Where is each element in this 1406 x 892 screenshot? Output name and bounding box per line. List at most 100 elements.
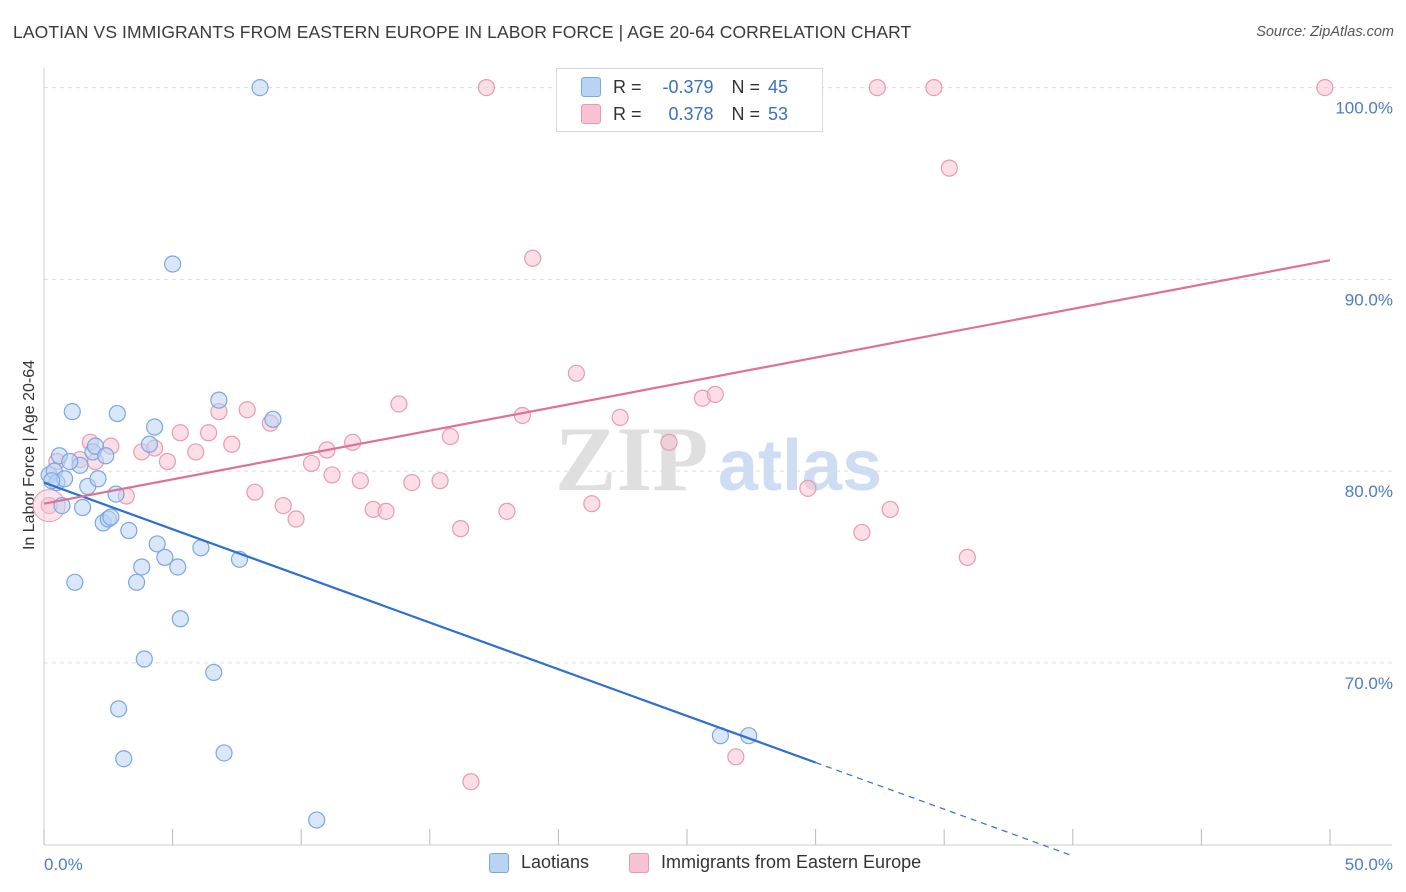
data-point-eastern-europe [187,443,205,461]
data-point-eastern-europe [660,433,678,451]
data-point-eastern-europe [287,510,305,528]
data-point-laotians [145,418,164,436]
data-point-laotians [135,650,153,668]
data-point-laotians [115,750,133,768]
data-point-laotians [127,573,146,591]
data-point-eastern-europe [431,472,449,490]
data-point-laotians [108,404,126,423]
data-point-laotians [215,744,233,762]
data-point-laotians [63,403,81,421]
data-point-laotians [97,447,115,465]
data-point-eastern-europe [567,364,586,382]
data-point-laotians [210,391,228,409]
y-tick-label: 100.0% [1335,99,1393,118]
y-axis-label: In Labor Force | Age 20-64 [21,360,38,550]
data-point-eastern-europe [302,454,321,473]
trend-line-laotians [43,481,816,764]
data-point-eastern-europe [274,497,292,515]
bottom-legend-eastern-europe[interactable]: Immigrants from Eastern Europe [629,852,921,873]
data-point-laotians [73,498,92,517]
data-point-laotians [264,410,282,428]
data-point-eastern-europe [158,452,177,471]
data-point-laotians [133,558,151,576]
data-point-laotians [171,610,189,628]
data-point-laotians [205,663,223,682]
data-point-laotians [156,548,174,566]
data-point-eastern-europe [377,502,395,520]
data-point-eastern-europe [611,408,629,426]
data-point-eastern-europe [799,479,817,497]
trend-line-laotians-extension [815,761,1074,857]
n-label: N = [731,76,761,97]
bottom-legend-laotians[interactable]: Laotians [489,852,589,873]
y-tick-label: 90.0% [1345,290,1393,309]
x-tick-label-min: 0.0% [44,855,83,874]
laotians-swatch [581,77,601,97]
data-point-eastern-europe [403,473,421,492]
data-point-eastern-europe [940,159,958,177]
watermark-atlas: atlas [718,426,882,506]
data-point-eastern-europe [583,495,601,513]
legend-row-eastern-europe: R = 0.378 N = 53 [581,102,788,126]
data-point-eastern-europe [881,500,899,519]
data-point-eastern-europe [513,406,531,425]
r-label: R = [613,103,642,124]
bottom-legend-ee-label: Immigrants from Eastern Europe [661,852,922,872]
data-point-eastern-europe [1316,78,1334,97]
data-point-eastern-europe [498,502,516,520]
data-point-laotians [120,521,138,540]
series-laotians [40,78,758,829]
data-point-laotians [140,435,159,453]
laotians-swatch [489,852,509,873]
legend-row-laotians: R = -0.379 N = 45 [581,75,788,99]
chart-title: LAOTIAN VS IMMIGRANTS FROM EASTERN EUROP… [13,22,912,42]
source-label: Source: ZipAtlas.com [1256,24,1394,40]
axes [43,68,1392,846]
data-point-eastern-europe [323,466,341,484]
data-point-eastern-europe [171,424,189,442]
data-point-eastern-europe [958,548,976,566]
data-point-eastern-europe [477,78,495,97]
tick-labels: 70.0% 80.0% 90.0% 100.0% 0.0% 50.0% [44,99,1393,874]
y-tick-label: 80.0% [1345,482,1393,501]
trend-lines [43,259,1331,857]
data-point-eastern-europe [351,472,369,490]
data-point-eastern-europe [524,249,542,267]
data-point-eastern-europe [462,773,480,791]
data-point-laotians [66,573,84,591]
bottom-legend: Laotians Immigrants from Eastern Europe [0,852,1406,878]
data-point-eastern-europe [390,395,408,413]
laotians-n-value: 45 [768,76,789,97]
data-point-eastern-europe [706,385,724,403]
data-point-laotians [102,508,120,526]
data-point-eastern-europe [727,748,745,766]
stats-legend: R = -0.379 N = 45 R = 0.378 N = 53 [556,68,823,132]
watermark: ZIP atlas [555,408,882,510]
data-point-eastern-europe [441,427,459,446]
ee-n-value: 53 [768,103,789,124]
data-point-eastern-europe [344,433,362,451]
data-point-laotians [308,811,326,829]
data-point-eastern-europe [853,523,871,542]
r-label: R = [613,76,642,97]
trend-line-eastern-europe [43,259,1331,505]
data-point-laotians [89,470,107,488]
data-point-eastern-europe [452,520,470,538]
data-point-laotians [251,78,269,97]
ee-swatch [581,104,601,124]
data-point-eastern-europe [925,78,943,97]
data-point-laotians [61,452,79,471]
data-point-eastern-europe [868,78,886,97]
data-point-laotians [148,535,166,553]
data-point-laotians [164,255,182,273]
data-point-laotians [169,558,187,576]
data-point-eastern-europe [223,435,241,453]
x-tick-label-max: 50.0% [1345,855,1393,874]
n-label: N = [731,103,761,124]
data-point-eastern-europe [200,424,218,442]
laotians-r-value: -0.379 [662,76,714,97]
ee-r-value: 0.378 [668,103,714,124]
watermark-zip: ZIP [555,408,708,510]
data-point-eastern-europe [246,483,264,501]
